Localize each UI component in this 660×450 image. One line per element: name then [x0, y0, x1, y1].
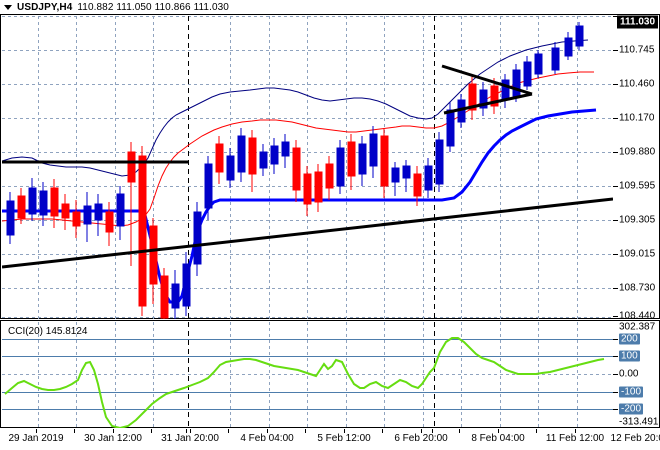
cci-top-label: 302.387	[619, 321, 656, 333]
time-tick-label: 12 Feb 20:00	[610, 433, 660, 444]
price-tick-label: 109.595	[619, 180, 656, 192]
candle	[358, 136, 367, 186]
wedge-lower-line	[443, 92, 533, 115]
candle	[226, 148, 235, 188]
price-tick-label: 109.305	[619, 214, 656, 226]
candle	[435, 132, 444, 192]
price-tick-label: 109.880	[619, 146, 656, 158]
chevron-down-icon[interactable]	[4, 4, 12, 10]
candle	[83, 192, 92, 242]
price-tick-label: 108.730	[619, 282, 656, 294]
price-tick-label: 110.745	[619, 44, 655, 56]
ma-blue-step-line	[2, 108, 597, 304]
cci-line	[4, 337, 605, 428]
price-axis: 111.030 110.745 110.460 110.170 109.880 …	[613, 15, 660, 322]
candle	[149, 218, 158, 304]
cci-level-lines	[2, 339, 613, 410]
ohlc-values: 110.882 111.050 110.866 111.030	[77, 1, 229, 13]
candle	[446, 102, 455, 152]
candle	[303, 166, 312, 216]
candle	[347, 134, 356, 190]
symbol-label: USDJPY,H4	[17, 1, 73, 13]
drawn-trendlines	[2, 64, 613, 269]
time-tick-label: 4 Feb 04:00	[240, 433, 294, 444]
candle	[6, 192, 15, 244]
time-tick-label: 31 Jan 20:00	[161, 433, 219, 444]
price-tick-label: 110.170	[619, 112, 655, 124]
price-chart-svg	[2, 16, 613, 319]
candle	[182, 252, 191, 316]
cci-chart-svg	[2, 322, 613, 428]
current-price-label: 111.030	[617, 15, 659, 29]
candle	[259, 144, 268, 176]
candle	[534, 50, 543, 78]
cci-plot-area[interactable]: CCI(20) 145.8124	[2, 322, 613, 428]
candle	[501, 74, 510, 108]
time-tick-label: 8 Feb 04:00	[471, 433, 525, 444]
time-tick-label: 5 Feb 12:00	[317, 433, 371, 444]
candle	[281, 134, 290, 168]
cci-level-label: 200	[619, 333, 640, 345]
candle	[193, 202, 202, 276]
candle	[413, 166, 422, 206]
candle	[402, 160, 411, 192]
price-plot-area[interactable]	[2, 16, 613, 319]
cci-indicator-label: CCI(20) 145.8124	[8, 326, 88, 337]
time-tick-label: 29 Jan 2019	[8, 433, 64, 444]
candle	[61, 194, 70, 230]
candle	[314, 164, 323, 212]
candlestick-series	[6, 22, 584, 319]
candle	[215, 136, 224, 184]
candle	[105, 202, 114, 246]
candle	[391, 162, 400, 196]
candle	[39, 182, 48, 226]
time-tick-label: 11 Feb 12:00	[545, 433, 605, 444]
candle	[380, 128, 389, 198]
time-tick-label: 6 Feb 20:00	[394, 433, 448, 444]
cci-level-label: 100	[619, 350, 640, 362]
candle	[292, 140, 301, 202]
candle	[369, 126, 378, 178]
candle	[248, 130, 257, 192]
candle	[28, 178, 37, 221]
price-tick-label: 110.460	[619, 78, 655, 90]
candle	[72, 200, 81, 238]
candle	[523, 56, 532, 90]
price-tick-label: 109.015	[619, 248, 656, 260]
cci-level-label: -100	[619, 386, 644, 398]
uptrend-line	[2, 197, 613, 269]
candle	[50, 179, 59, 228]
candle	[490, 78, 499, 114]
cci-pane: CCI(20) 145.8124 302.387 200 100 0.00 -1…	[0, 320, 660, 428]
cci-level-label: 0.00	[619, 368, 639, 380]
price-pane: 111.030 110.745 110.460 110.170 109.880 …	[0, 14, 660, 322]
cci-axis: 302.387 200 100 0.00 -100 -200 -313.4915	[613, 321, 660, 428]
candle	[575, 22, 584, 50]
candle	[325, 156, 334, 200]
candle	[171, 270, 180, 319]
candle	[551, 42, 560, 74]
candle	[468, 76, 477, 120]
wedge-upper-line	[441, 64, 533, 96]
candle	[138, 146, 147, 316]
candle	[479, 82, 488, 116]
price-tick-label: 108.440	[619, 310, 656, 322]
cci-level-label: -200	[619, 403, 644, 415]
candle	[94, 194, 103, 236]
candle	[270, 138, 279, 174]
candle	[116, 186, 125, 240]
candle	[424, 158, 433, 198]
symbol-header: USDJPY,H4 110.882 111.050 110.866 111.03…	[0, 0, 660, 14]
time-axis: 29 Jan 2019 30 Jan 12:00 31 Jan 20:00 4 …	[0, 429, 660, 450]
time-tick-label: 30 Jan 12:00	[84, 433, 142, 444]
candle	[336, 140, 345, 194]
candle	[564, 32, 573, 60]
vertical-gridlines	[38, 16, 578, 319]
candle	[160, 268, 169, 319]
cci-bottom-label: -313.4915	[619, 416, 660, 428]
candle	[237, 128, 246, 182]
candle	[17, 188, 26, 224]
candle	[204, 156, 213, 220]
